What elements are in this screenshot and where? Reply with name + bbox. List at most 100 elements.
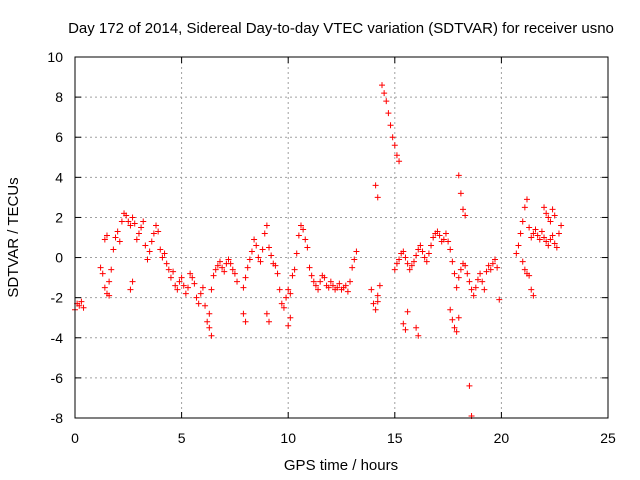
data-point xyxy=(144,256,151,263)
data-point xyxy=(300,226,307,233)
data-point xyxy=(445,238,452,245)
data-point xyxy=(297,222,304,229)
data-point xyxy=(234,278,241,285)
data-point xyxy=(410,258,417,265)
data-point xyxy=(206,310,213,317)
data-point xyxy=(103,232,110,239)
data-point xyxy=(370,300,377,307)
data-point xyxy=(80,304,87,311)
data-point xyxy=(481,286,488,293)
data-point xyxy=(400,320,407,327)
data-point xyxy=(285,322,292,329)
data-point xyxy=(325,284,332,291)
data-point xyxy=(244,264,251,271)
data-point xyxy=(543,238,550,245)
data-point xyxy=(312,282,319,289)
data-point xyxy=(425,250,432,257)
data-point xyxy=(242,274,249,281)
data-point xyxy=(376,282,383,289)
data-point xyxy=(353,248,360,255)
data-point xyxy=(129,278,136,285)
data-point xyxy=(214,262,221,269)
data-point xyxy=(327,278,334,285)
data-point xyxy=(519,218,526,225)
data-point xyxy=(474,276,481,283)
data-point xyxy=(383,98,390,105)
data-point xyxy=(97,264,104,271)
data-point xyxy=(202,302,209,309)
data-points xyxy=(72,82,565,419)
data-point xyxy=(266,244,273,251)
data-point xyxy=(462,212,469,219)
data-point xyxy=(396,256,403,263)
data-point xyxy=(396,158,403,165)
data-point xyxy=(494,264,501,271)
data-point xyxy=(127,286,134,293)
data-point xyxy=(487,266,494,273)
data-point xyxy=(462,262,469,269)
data-point xyxy=(221,268,228,275)
data-point xyxy=(404,260,411,267)
data-point xyxy=(146,248,153,255)
data-point xyxy=(280,304,287,311)
data-point xyxy=(191,280,198,287)
data-point xyxy=(99,270,106,277)
data-point xyxy=(287,314,294,321)
data-point xyxy=(114,228,121,235)
data-point xyxy=(379,82,386,89)
data-point xyxy=(351,256,358,263)
data-point xyxy=(135,230,142,237)
data-point xyxy=(555,230,562,237)
data-point xyxy=(402,254,409,261)
data-point xyxy=(515,242,522,249)
data-point xyxy=(167,274,174,281)
x-tick-label: 10 xyxy=(280,430,296,446)
data-point xyxy=(176,278,183,285)
data-point xyxy=(161,250,168,257)
data-point xyxy=(193,294,200,301)
data-point xyxy=(125,218,132,225)
x-tick-label: 15 xyxy=(387,430,403,446)
data-point xyxy=(457,190,464,197)
data-point xyxy=(123,212,130,219)
data-point xyxy=(453,328,460,335)
data-point xyxy=(163,260,170,267)
data-point xyxy=(451,270,458,277)
data-point xyxy=(170,268,177,275)
x-tick-label: 5 xyxy=(178,430,186,446)
data-point xyxy=(240,310,247,317)
data-point xyxy=(116,238,123,245)
data-point xyxy=(278,300,285,307)
data-point xyxy=(255,254,262,261)
y-tick-label: 8 xyxy=(55,89,63,105)
data-point xyxy=(519,258,526,265)
data-point xyxy=(210,272,217,279)
data-point xyxy=(470,292,477,299)
data-point xyxy=(423,258,430,265)
y-tick-label: -6 xyxy=(51,370,64,386)
data-point xyxy=(521,266,528,273)
data-point xyxy=(449,258,456,265)
data-point xyxy=(182,290,189,297)
data-point xyxy=(513,250,520,257)
data-point xyxy=(76,302,83,309)
data-point xyxy=(455,172,462,179)
y-axis-label: SDTVAR / TECUs xyxy=(5,177,22,297)
y-tick-label: 2 xyxy=(55,209,63,225)
data-point xyxy=(534,232,541,239)
data-point xyxy=(140,218,147,225)
data-point xyxy=(543,210,550,217)
data-point xyxy=(178,274,185,281)
data-point xyxy=(295,232,302,239)
data-point xyxy=(289,272,296,279)
data-point xyxy=(321,274,328,281)
data-point xyxy=(101,284,108,291)
plot-frame xyxy=(74,56,609,419)
data-point xyxy=(553,244,560,251)
y-tick-label: -8 xyxy=(51,410,64,426)
data-point xyxy=(460,206,467,213)
data-point xyxy=(385,110,392,117)
data-point xyxy=(523,196,530,203)
data-point xyxy=(436,232,443,239)
data-point xyxy=(389,134,396,141)
